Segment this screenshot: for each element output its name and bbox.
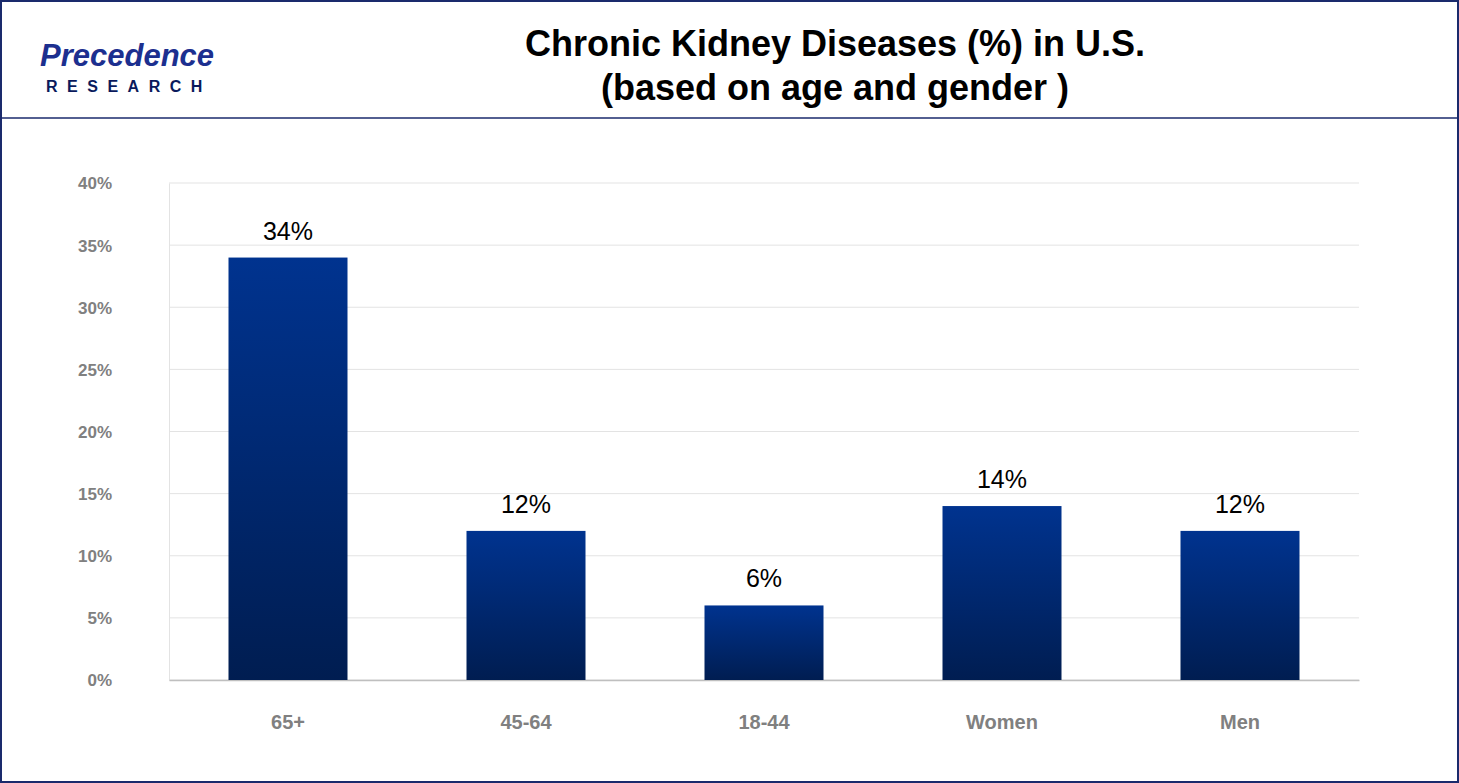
- y-axis-line: [169, 184, 170, 681]
- chart: Precedence RESEARCH Chronic Kidney Disease…: [0, 0, 1459, 783]
- x-axis: 65+ 45-64 18-44 Women Men: [170, 680, 1360, 733]
- data-label: 12%: [501, 490, 551, 518]
- x-tick: Women: [966, 680, 1038, 733]
- x-tick: Men: [1220, 680, 1260, 733]
- y-tick-label: 30%: [78, 299, 112, 318]
- y-tick: 30%: [78, 299, 169, 318]
- y-tick-label: 5%: [87, 609, 112, 628]
- x-tick-label: 45-64: [500, 711, 552, 733]
- y-tick: 15%: [78, 485, 169, 504]
- y-tick: 40%: [78, 174, 169, 193]
- x-tick-label: 65+: [271, 711, 305, 733]
- y-tick: 35%: [78, 237, 169, 256]
- y-tick-label: 35%: [78, 237, 112, 256]
- y-tick: 20%: [78, 423, 169, 442]
- bar: [229, 258, 348, 680]
- y-tick: 0%: [87, 671, 169, 690]
- bar: [943, 506, 1062, 680]
- x-tick: 18-44: [738, 680, 790, 733]
- bars: [229, 258, 1300, 680]
- y-tick: 25%: [78, 361, 169, 380]
- y-tick-label: 15%: [78, 485, 112, 504]
- y-tick-label: 20%: [78, 423, 112, 442]
- y-tick-label: 25%: [78, 361, 112, 380]
- logo-text: Precedence: [40, 38, 214, 73]
- header-separator: [0, 117, 1459, 119]
- subtitle: (based on age and gender ): [601, 67, 1069, 108]
- y-tick-label: 0%: [87, 671, 112, 690]
- data-label: 12%: [1215, 490, 1265, 518]
- x-tick: 45-64: [500, 680, 552, 733]
- x-tick: 65+: [271, 680, 305, 733]
- grid: [169, 183, 1359, 680]
- x-tick-label: Men: [1220, 711, 1260, 733]
- data-labels: 34% 12% 6% 14% 12%: [263, 217, 1265, 593]
- x-tick-label: Women: [966, 711, 1038, 733]
- x-tick-label: 18-44: [738, 711, 790, 733]
- y-tick: 5%: [87, 609, 169, 628]
- data-label: 14%: [977, 465, 1027, 493]
- logo-subtext: RESEARCH: [46, 78, 212, 95]
- bar: [1181, 531, 1300, 680]
- frame: [1, 1, 1458, 782]
- bar: [467, 531, 586, 680]
- data-label: 6%: [746, 564, 782, 592]
- grid-line: [169, 183, 1359, 184]
- data-label: 34%: [263, 217, 313, 245]
- grid-line: [169, 245, 1359, 246]
- y-tick-label: 40%: [78, 174, 112, 193]
- y-tick: 10%: [78, 547, 169, 566]
- title: Chronic Kidney Diseases (%) in U.S.: [525, 23, 1145, 64]
- y-axis: 0% 5% 10% 15% 20% 25% 30% 35% 40%: [78, 174, 170, 690]
- bar: [705, 605, 824, 680]
- y-tick-label: 10%: [78, 547, 112, 566]
